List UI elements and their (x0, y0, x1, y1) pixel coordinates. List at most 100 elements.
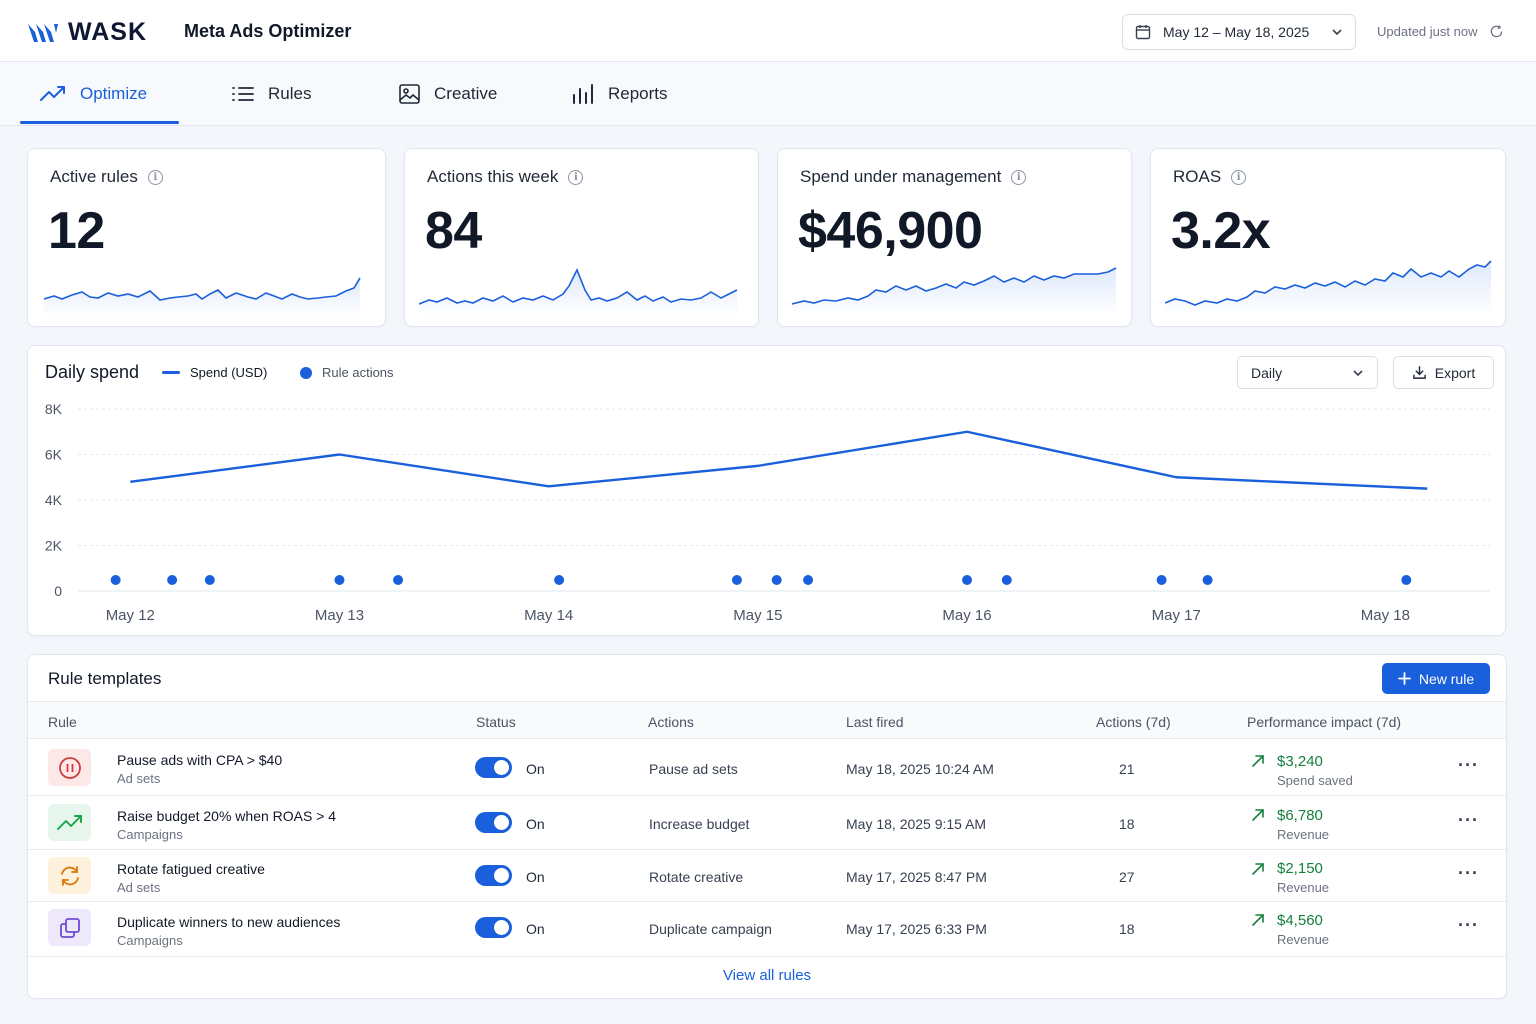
arrow-up-right-icon (1252, 809, 1264, 821)
brand-name: WASK (68, 18, 147, 46)
chevron-down-icon (1353, 369, 1363, 376)
kpi-label-text: ROAS (1173, 167, 1222, 186)
rule-action-dot (1401, 575, 1412, 585)
kpi-card-active-rules: Active rules i 12 (27, 148, 386, 327)
x-tick-label: May 17 (1152, 607, 1201, 624)
last-fired: May 17, 2025 6:33 PM (846, 921, 987, 937)
sparkline (419, 268, 738, 316)
refresh-icon[interactable] (1489, 24, 1504, 39)
export-button[interactable]: Export (1393, 356, 1494, 389)
updated-status: Updated just now (1377, 24, 1504, 39)
brand-logo[interactable]: WASK (26, 18, 147, 47)
granularity-value: Daily (1251, 364, 1283, 381)
rule-action-dot (1156, 575, 1167, 585)
status-toggle[interactable] (475, 865, 512, 886)
kpi-value: 12 (48, 202, 105, 260)
duplicate-icon (48, 909, 91, 946)
y-tick-label: 8K (45, 401, 63, 417)
x-tick-label: May 18 (1361, 607, 1410, 624)
status-toggle[interactable] (475, 757, 512, 778)
tab-label: Rules (268, 84, 312, 103)
tab-creative[interactable]: Creative (399, 62, 497, 126)
rule-name[interactable]: Pause ads with CPA > $40 (117, 752, 283, 768)
impact-value: $6,780 (1277, 807, 1323, 824)
column-header[interactable]: Last fired (846, 714, 904, 730)
kpi-card-spend-under-management: Spend under management i $46,900 (777, 148, 1132, 327)
pause-icon (48, 749, 91, 786)
spend-line (130, 430, 1428, 490)
view-all-rules-link[interactable]: View all rules (722, 967, 812, 984)
tab-optimize[interactable]: Optimize (40, 62, 147, 126)
sparkline (1165, 260, 1492, 316)
info-icon[interactable]: i (1231, 169, 1247, 185)
table-header: Rule Status Actions Last fired Actions (… (28, 701, 1506, 739)
kpi-card-roas: ROAS i 3.2x (1150, 148, 1506, 327)
legend-line-swatch (162, 371, 180, 374)
column-header[interactable]: Status (476, 714, 516, 730)
table-row[interactable]: Pause ads with CPA > $40 Ad sets On Paus… (28, 739, 1506, 796)
status-label: On (526, 761, 545, 777)
new-rule-label: New rule (1418, 670, 1475, 687)
legend-actions-label: Rule actions (322, 365, 394, 380)
y-tick-label: 6K (45, 447, 63, 463)
column-header[interactable]: Actions (648, 714, 694, 730)
granularity-select[interactable]: Daily (1237, 356, 1378, 389)
info-icon[interactable]: i (1011, 169, 1027, 185)
info-icon[interactable]: i (568, 169, 584, 185)
column-header[interactable]: Actions (7d) (1096, 714, 1171, 730)
column-header[interactable]: Rule (48, 714, 77, 730)
table-row[interactable]: Raise budget 20% when ROAS > 4 Campaigns… (28, 796, 1506, 850)
table-row[interactable]: Rotate fatigued creative Ad sets On Rota… (28, 850, 1506, 902)
image-icon (399, 84, 420, 104)
rule-name[interactable]: Raise budget 20% when ROAS > 4 (117, 808, 337, 824)
plus-icon (1397, 672, 1411, 685)
tab-reports[interactable]: Reports (572, 62, 668, 126)
status-toggle[interactable] (475, 917, 512, 938)
more-options-icon[interactable]: ··· (1458, 863, 1479, 883)
more-options-icon[interactable]: ··· (1458, 810, 1479, 830)
legend-spend-label: Spend (USD) (190, 365, 268, 380)
impact-value: $2,150 (1277, 860, 1323, 877)
kpi-label: Actions this week i (427, 167, 584, 187)
x-tick-label: May 13 (315, 607, 364, 624)
kpi-card-actions-this-week: Actions this week i 84 (404, 148, 759, 327)
rule-action: Rotate creative (649, 869, 744, 885)
rule-name[interactable]: Duplicate winners to new audiences (117, 914, 341, 930)
new-rule-button[interactable]: New rule (1382, 663, 1490, 694)
rule-scope: Campaigns (117, 933, 183, 948)
rule-action-dot (334, 575, 345, 585)
arrow-up-right-icon (1252, 914, 1264, 926)
y-tick-label: 0 (54, 583, 62, 599)
impact-label: Revenue (1277, 932, 1330, 947)
more-options-icon[interactable]: ··· (1458, 755, 1479, 775)
status-label: On (526, 816, 545, 832)
rule-action-dot (731, 575, 742, 585)
status-toggle[interactable] (475, 812, 512, 833)
kpi-label-text: Actions this week (427, 167, 559, 186)
table-row[interactable]: Duplicate winners to new audiences Campa… (28, 902, 1506, 957)
date-range-picker[interactable]: May 12 – May 18, 2025 (1122, 14, 1356, 50)
more-options-icon[interactable]: ··· (1458, 915, 1479, 935)
tab-label: Optimize (80, 84, 148, 103)
legend-dot-swatch (300, 366, 312, 379)
rule-action: Pause ad sets (649, 761, 738, 777)
sparkline (43, 277, 361, 316)
kpi-label: ROAS i (1173, 167, 1247, 187)
daily-spend-chart: 8K 6K 4K 2K 0 May 12 May 13 May 14 May 15 May 16 M… (45, 401, 1490, 624)
tab-label: Reports (608, 84, 668, 103)
tab-label: Creative (434, 84, 498, 103)
rule-action-dot (393, 575, 404, 585)
rule-action-dot (1001, 575, 1012, 585)
table-title: Rule templates (48, 669, 162, 688)
last-fired: May 18, 2025 9:15 AM (846, 816, 987, 832)
download-icon (1412, 366, 1426, 379)
rule-name[interactable]: Rotate fatigued creative (117, 861, 265, 877)
actions-count: 27 (1119, 869, 1135, 885)
app-title: Meta Ads Optimizer (184, 21, 352, 41)
impact-label: Spend saved (1277, 773, 1353, 788)
tab-rules[interactable]: Rules (232, 62, 311, 126)
info-icon[interactable]: i (147, 169, 163, 185)
actions-count: 18 (1119, 921, 1135, 937)
column-header[interactable]: Performance impact (7d) (1247, 714, 1402, 730)
x-tick-label: May 14 (524, 607, 573, 624)
